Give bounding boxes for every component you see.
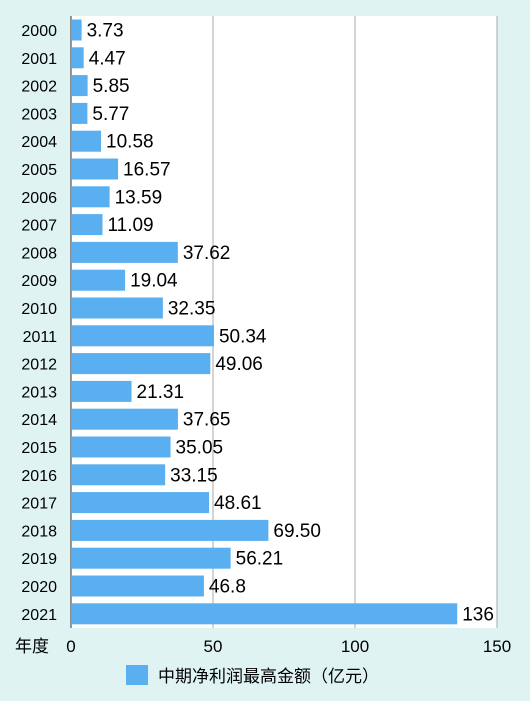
bar [72,325,214,347]
bar-value-label: 37.65 [183,410,231,431]
bar-value-label: 4.47 [89,48,126,69]
bar [72,241,178,263]
bar-value-label: 11.09 [107,215,153,236]
bar [72,353,211,375]
bar-value-label: 48.61 [214,493,262,514]
bar-value-label: 13.59 [115,187,163,208]
bar-value-label: 5.85 [93,76,130,97]
y-tick-label: 2000 [21,23,57,40]
bar-value-label: 32.35 [168,299,216,320]
bar [72,269,126,291]
bar-value-label: 3.73 [87,21,124,42]
bar [72,436,171,458]
y-tick-label: 2004 [21,134,57,151]
bar [72,380,132,402]
legend: 中期净利润最高金额（亿元） [126,665,379,686]
bar [72,408,178,430]
y-tick-label: 2015 [21,440,57,457]
bar-value-label: 21.31 [137,382,185,403]
x-tick-label: 50 [204,637,223,656]
y-tick-label: 2019 [21,551,57,568]
y-tick-label: 2006 [21,190,57,207]
bar [72,19,82,41]
bar-value-label: 136 [462,604,494,625]
y-tick-label: 2016 [21,468,57,485]
bar [72,158,119,180]
y-tick-label: 2010 [21,301,57,318]
bar-value-label: 50.34 [219,326,267,347]
y-tick-labels: 2000 2001 2002 2003 2004 2005 2006 2007 2008 2009… [21,23,57,624]
data-labels: 3.73 4.47 5.85 5.77 10.58 16.57 13.59 11.09 37.6… [87,21,494,626]
bar-value-label: 35.05 [176,438,224,459]
y-tick-label: 2005 [21,162,57,179]
bar-value-label: 5.77 [92,104,129,125]
bar [72,186,110,208]
x-tick-label: 0 [66,637,75,656]
y-tick-label: 2007 [21,218,57,235]
bar [72,575,204,597]
bar-value-label: 16.57 [123,160,171,181]
bar [72,464,166,486]
bar [72,75,88,97]
y-tick-label: 2008 [21,245,57,262]
y-tick-label: 2014 [21,412,57,429]
bar [72,297,163,319]
bar [72,47,84,69]
y-tick-label: 2001 [21,51,57,68]
bar-value-label: 19.04 [130,271,178,292]
bar-value-label: 69.50 [273,521,321,542]
y-tick-label: 2003 [21,106,57,123]
y-tick-label: 2020 [21,579,57,596]
bar-value-label: 46.8 [209,577,246,598]
y-tick-label: 2012 [21,357,57,374]
bar-value-label: 33.15 [170,465,218,486]
bar-value-label: 37.62 [183,243,231,264]
legend-swatch [126,665,148,685]
y-tick-label: 2018 [21,523,57,540]
y-tick-label: 2002 [21,79,57,96]
bar [72,102,88,124]
bar-value-label: 10.58 [106,132,154,153]
x-tick-label: 100 [341,637,369,656]
y-tick-label: 2009 [21,273,57,290]
y-tick-label: 2013 [21,384,57,401]
bar [72,547,231,569]
y-tick-label: 2021 [21,607,57,624]
bar [72,603,458,625]
bar-value-label: 56.21 [236,549,284,570]
bar-value-label: 49.06 [215,354,263,375]
bar [72,214,103,236]
x-tick-label: 150 [483,637,511,656]
bar [72,492,210,514]
y-axis-title: 年度 [15,637,49,656]
y-tick-label: 2017 [21,496,57,513]
x-tick-labels: 0 50 100 150 [66,637,511,656]
legend-label: 中期净利润最高金额（亿元） [158,667,379,686]
y-tick-label: 2011 [23,329,58,346]
bar [72,130,102,152]
bars [72,19,458,625]
bar [72,519,269,541]
